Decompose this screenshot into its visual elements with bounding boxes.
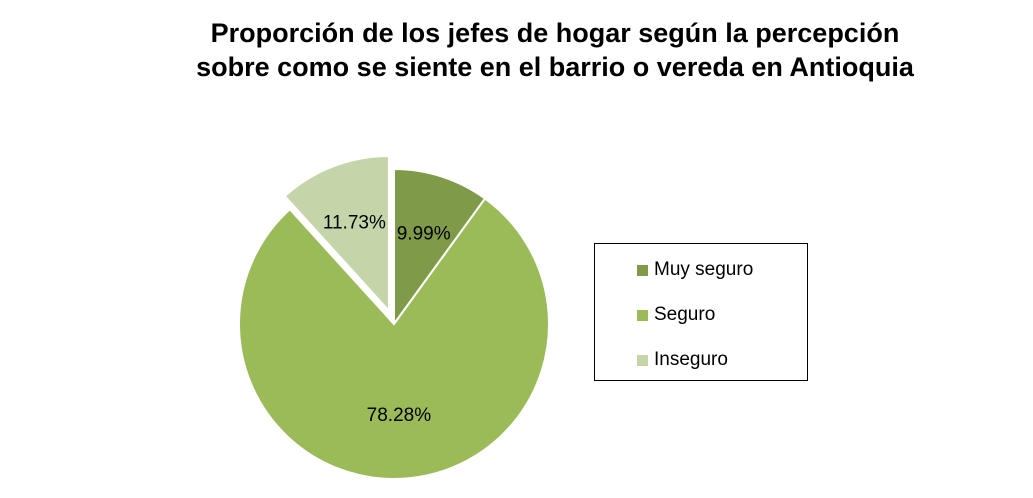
- pie-slice-muy-seguro: [393, 167, 487, 328]
- legend-swatch-muy-seguro: [637, 264, 648, 276]
- chart-title-line-1: Proporción de los jefes de hogar según l…: [210, 18, 900, 48]
- legend-swatch-seguro: [637, 309, 648, 321]
- pie-slice-inseguro: [283, 154, 390, 314]
- legend-item-seguro: Seguro: [637, 303, 715, 327]
- pie-label-muy-seguro: 9.99%: [397, 224, 451, 245]
- chart-title: Proporción de los jefes de hogar según l…: [100, 16, 1010, 84]
- legend: Muy seguro Seguro Inseguro: [594, 243, 808, 381]
- legend-label-inseguro: Inseguro: [654, 349, 728, 370]
- legend-item-inseguro: Inseguro: [637, 348, 728, 372]
- pie-slice-seguro: [238, 197, 550, 480]
- legend-swatch-inseguro: [637, 354, 648, 366]
- legend-label-muy-seguro: Muy seguro: [654, 259, 754, 280]
- chart-title-line-2: sobre como se siente en el barrio o vere…: [196, 52, 914, 82]
- pie-label-inseguro: 11.73%: [323, 212, 386, 233]
- pie-label-seguro: 78.28%: [367, 405, 432, 426]
- legend-label-seguro: Seguro: [654, 304, 716, 325]
- legend-item-muy-seguro: Muy seguro: [637, 258, 753, 282]
